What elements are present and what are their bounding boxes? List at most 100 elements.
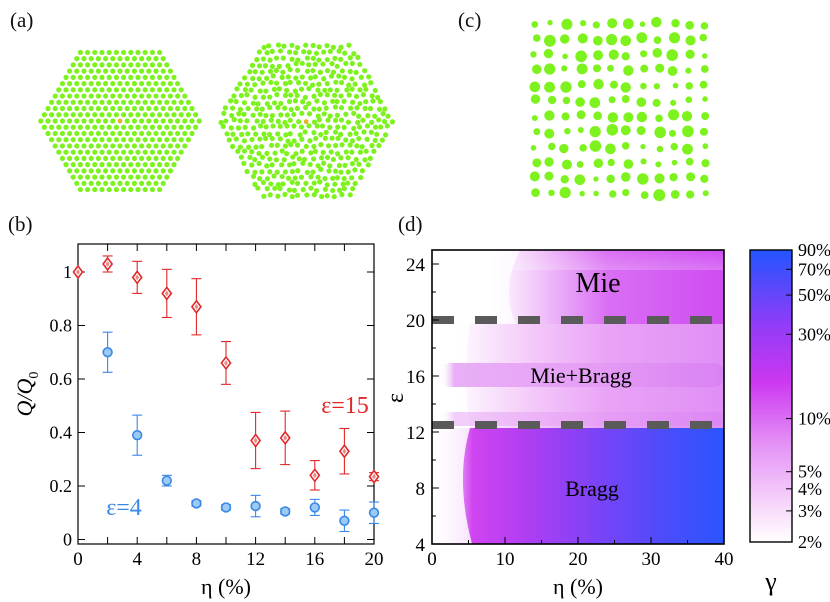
lattice-rod [164, 62, 170, 68]
lattice-rod [325, 143, 332, 149]
lattice-rod [135, 112, 141, 118]
lattice-rod [113, 149, 119, 155]
random-rod [651, 16, 662, 28]
lattice-rod [74, 168, 80, 174]
lattice-rod [365, 162, 371, 168]
lattice-rod [99, 74, 105, 80]
lattice-rod [316, 81, 322, 87]
lattice-rod [113, 62, 119, 68]
lattice-rod [264, 150, 270, 156]
random-rod [560, 81, 572, 93]
random-rod [593, 176, 599, 182]
lattice-rod [77, 62, 83, 68]
random-rod [685, 20, 695, 30]
lattice-rod [167, 93, 173, 99]
lattice-rod [99, 99, 105, 105]
lattice-rod [349, 86, 355, 92]
lattice-rod [356, 135, 362, 142]
panel-label-d: (d) [398, 212, 423, 236]
random-rod [547, 19, 553, 26]
lattice-rod [321, 100, 328, 106]
lattice-rod [264, 75, 270, 81]
lattice-rod [117, 130, 123, 137]
lattice-rod [117, 80, 123, 87]
lattice-rod [273, 55, 280, 61]
lattice-rod [142, 137, 148, 143]
lattice-rod [56, 137, 62, 143]
lattice-rod [260, 118, 266, 125]
random-rod [609, 80, 619, 89]
lattice-rod [153, 143, 159, 149]
lattice-rod [332, 117, 339, 123]
lattice-rod [88, 93, 94, 99]
lattice-rod [282, 143, 288, 149]
lattice-rod [271, 173, 277, 179]
lattice-rod [95, 56, 101, 62]
random-rod [609, 190, 617, 198]
lattice-rod [289, 42, 295, 48]
lattice-rod [49, 99, 55, 105]
lattice-rod [324, 42, 330, 49]
lattice-rod [269, 63, 275, 70]
random-rod [561, 18, 573, 30]
lattice-rod [59, 155, 65, 162]
lattice-rod [284, 123, 290, 129]
lattice-rod [334, 112, 341, 118]
lattice-rod [261, 193, 267, 199]
lattice-rod [330, 156, 336, 163]
y-tick-label: 0.4 [50, 423, 73, 443]
lattice-rod [230, 131, 236, 137]
lattice-rod [45, 105, 51, 112]
lattice-rod [361, 129, 367, 135]
lattice-rod [332, 181, 338, 187]
random-rod [639, 21, 646, 27]
random-rod [548, 142, 556, 151]
lattice-rod [249, 149, 255, 155]
random-rod [653, 83, 660, 90]
lattice-rod [110, 68, 116, 74]
lattice-rod [353, 93, 360, 100]
random-rod [575, 97, 585, 107]
lattice-rod [360, 92, 367, 98]
lattice-rod [85, 62, 91, 68]
random-rod [652, 48, 663, 58]
lattice-rod [113, 49, 119, 56]
random-rod [640, 143, 646, 150]
lattice-rod [346, 92, 352, 98]
random-rod [670, 99, 677, 106]
lattice-rod [329, 60, 335, 67]
x-tick-label: 4 [132, 549, 142, 570]
lattice-rod [149, 62, 155, 68]
lattice-rod [113, 87, 119, 93]
lattice-rod [250, 112, 256, 118]
lattice-rod [124, 68, 130, 74]
lattice-rod [294, 105, 300, 111]
y-tick-label: 8 [416, 479, 426, 500]
lattice-rod [311, 156, 317, 162]
lattice-rod [223, 118, 229, 124]
lattice-rod [263, 88, 269, 94]
lattice-rod [261, 131, 267, 137]
lattice-rod [349, 138, 356, 144]
lattice-rod [314, 123, 320, 129]
lattice-rod [325, 117, 331, 123]
lattice-rod [131, 143, 137, 149]
lattice-rod [341, 186, 347, 192]
lattice-rod [110, 56, 116, 62]
lattice-rod [332, 55, 338, 61]
lattice-rod [292, 88, 298, 94]
random-rod [593, 35, 603, 46]
lattice-rod [267, 94, 273, 100]
lattice-rod [292, 175, 298, 181]
lattice-rod [85, 112, 91, 118]
lattice-rod [345, 119, 352, 125]
lattice-rod [252, 181, 258, 187]
lattice-rod [303, 42, 309, 48]
lattice-rod [146, 143, 152, 149]
random-rod [655, 161, 662, 168]
random-rod [574, 174, 586, 186]
lattice-rod [131, 105, 137, 112]
lattice-rod [103, 143, 109, 149]
lattice-rod [275, 193, 281, 199]
